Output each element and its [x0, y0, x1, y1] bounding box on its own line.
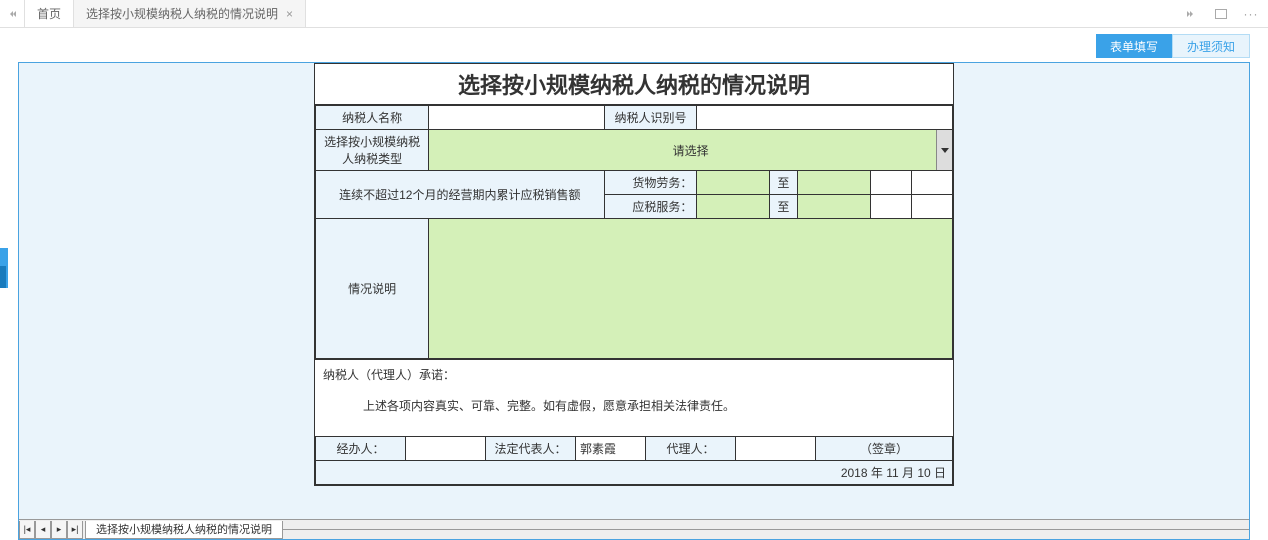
- service-extra-2: [911, 195, 952, 219]
- tab-active[interactable]: 选择按小规模纳税人纳税的情况说明 ×: [74, 0, 306, 27]
- taxpayer-name-label: 纳税人名称: [316, 106, 429, 130]
- sheet-tab-bar: |◂ ◂ ▸ ▸| 选择按小规模纳税人纳税的情况说明: [19, 519, 1249, 539]
- taxpayer-id-value[interactable]: [697, 106, 953, 130]
- close-icon[interactable]: ×: [286, 7, 293, 21]
- service-extra-1: [870, 195, 911, 219]
- form-document: 选择按小规模纳税人纳税的情况说明 纳税人名称 纳税人识别号 选择按小规模纳税人纳…: [314, 63, 954, 486]
- goods-label: 货物劳务：: [604, 171, 697, 195]
- goods-from-input[interactable]: [697, 171, 769, 195]
- type-placeholder: 请选择: [433, 142, 948, 159]
- sheet-tab[interactable]: 选择按小规模纳税人纳税的情况说明: [85, 521, 283, 539]
- side-accent-strip-2: [0, 266, 6, 288]
- service-label: 应税服务：: [604, 195, 697, 219]
- promise-block: 纳税人（代理人）承诺： 上述各项内容真实、可靠、完整。如有虚假，愿意承担相关法律…: [315, 359, 953, 436]
- goods-to-label: 至: [769, 171, 798, 195]
- date-text: 2018 年 11 月 10 日: [316, 461, 953, 485]
- more-icon[interactable]: ···: [1242, 5, 1260, 23]
- agent-label: 代理人：: [646, 437, 736, 461]
- goods-to-input[interactable]: [798, 171, 870, 195]
- fill-form-label: 表单填写: [1110, 38, 1158, 55]
- seal-label: （签章）: [816, 437, 953, 461]
- legal-rep-label: 法定代表人：: [486, 437, 576, 461]
- promise-title: 纳税人（代理人）承诺：: [323, 366, 945, 383]
- tab-active-label: 选择按小规模纳税人纳税的情况说明: [86, 5, 278, 22]
- tabs-prev-button[interactable]: [0, 0, 24, 27]
- service-from-input[interactable]: [697, 195, 769, 219]
- notice-button[interactable]: 办理须知: [1172, 34, 1250, 58]
- type-dropdown[interactable]: 请选择: [429, 130, 953, 171]
- form-frame: 选择按小规模纳税人纳税的情况说明 纳税人名称 纳税人识别号 选择按小规模纳税人纳…: [18, 62, 1250, 540]
- taxpayer-id-label: 纳税人识别号: [604, 106, 697, 130]
- sheet-next-button[interactable]: ▸: [51, 521, 67, 539]
- fill-form-button[interactable]: 表单填写: [1096, 34, 1172, 58]
- sheet-tab-label: 选择按小规模纳税人纳税的情况说明: [96, 521, 272, 537]
- sales-period-label: 连续不超过12个月的经营期内累计应税销售额: [316, 171, 605, 219]
- action-bar: 表单填写 办理须知: [0, 28, 1268, 58]
- chevron-down-icon[interactable]: [936, 130, 952, 170]
- situation-label: 情况说明: [316, 219, 429, 359]
- agent-value[interactable]: [736, 437, 816, 461]
- window-icon[interactable]: [1212, 5, 1230, 23]
- situation-input[interactable]: [429, 219, 953, 359]
- top-tab-bar: 首页 选择按小规模纳税人纳税的情况说明 × ···: [0, 0, 1268, 28]
- tabs-next-button[interactable]: [1182, 5, 1200, 23]
- sheet-last-button[interactable]: ▸|: [67, 521, 83, 539]
- taxpayer-name-value[interactable]: [429, 106, 604, 130]
- service-to-label: 至: [769, 195, 798, 219]
- legal-rep-value: 郭素霞: [576, 437, 646, 461]
- handler-value[interactable]: [406, 437, 486, 461]
- sheet-first-button[interactable]: |◂: [19, 521, 35, 539]
- service-to-input[interactable]: [798, 195, 870, 219]
- handler-label: 经办人：: [316, 437, 406, 461]
- form-title: 选择按小规模纳税人纳税的情况说明: [315, 64, 953, 105]
- sheet-prev-button[interactable]: ◂: [35, 521, 51, 539]
- tab-home-label: 首页: [37, 5, 61, 22]
- goods-extra-2: [911, 171, 952, 195]
- notice-label: 办理须知: [1187, 38, 1235, 55]
- goods-extra-1: [870, 171, 911, 195]
- type-label: 选择按小规模纳税人纳税类型: [316, 130, 429, 171]
- sheet-tab-track: [283, 529, 1249, 530]
- promise-text: 上述各项内容真实、可靠、完整。如有虚假，愿意承担相关法律责任。: [323, 383, 945, 418]
- tab-home[interactable]: 首页: [24, 0, 74, 27]
